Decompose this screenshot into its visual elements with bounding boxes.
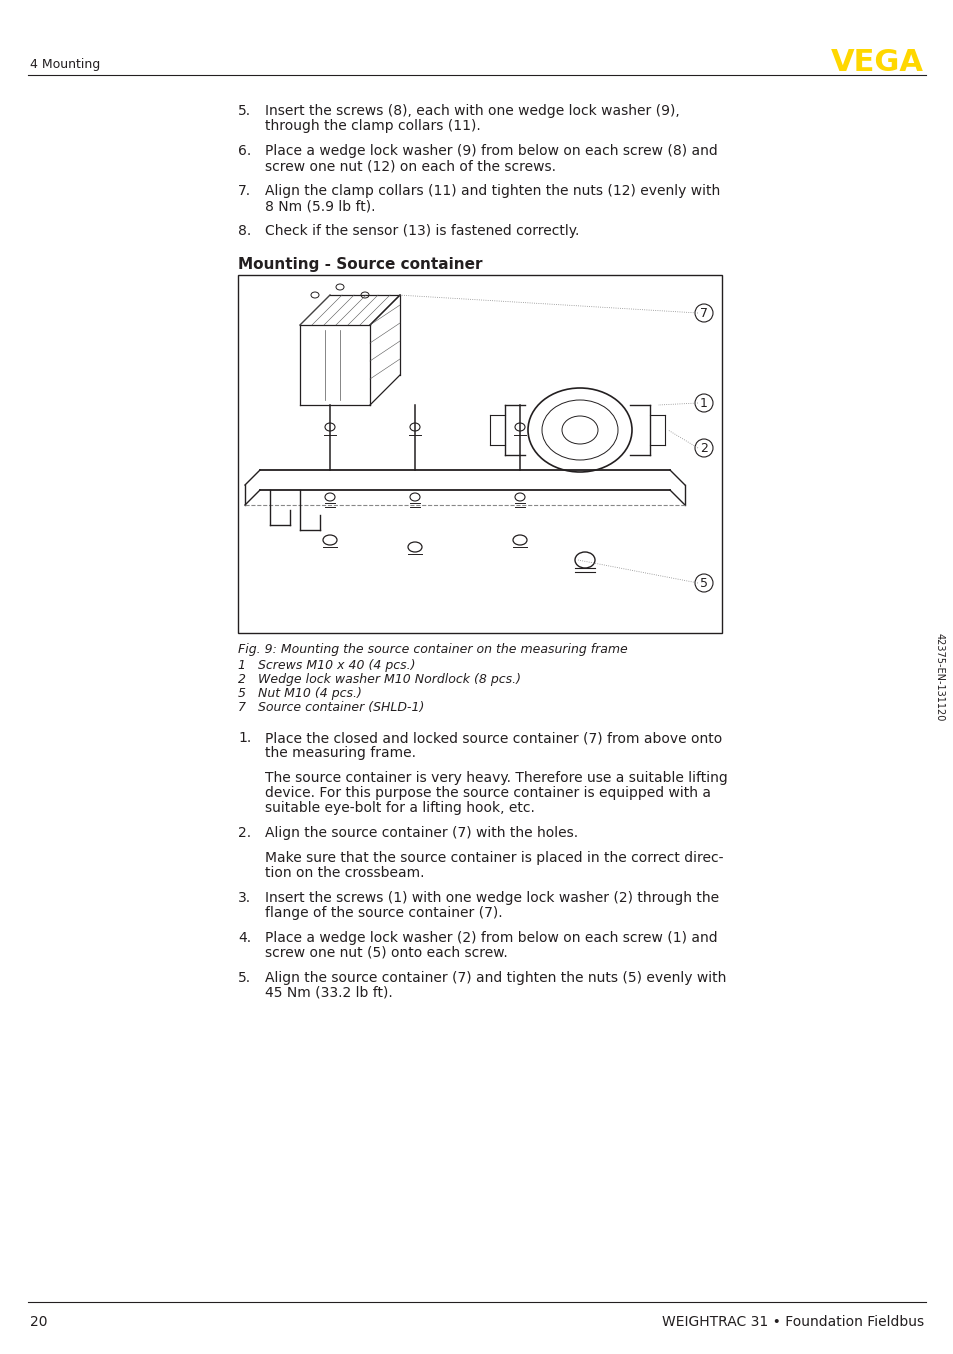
Ellipse shape [561, 416, 598, 444]
Text: 5.: 5. [237, 971, 251, 984]
Ellipse shape [527, 389, 631, 473]
Text: flange of the source container (7).: flange of the source container (7). [265, 906, 502, 919]
Ellipse shape [360, 292, 369, 298]
Text: Align the source container (7) and tighten the nuts (5) evenly with: Align the source container (7) and tight… [265, 971, 725, 984]
Text: 42375-EN-131120: 42375-EN-131120 [934, 632, 944, 722]
Text: Place the closed and locked source container (7) from above onto: Place the closed and locked source conta… [265, 731, 721, 745]
Ellipse shape [513, 535, 526, 546]
Text: 45 Nm (33.2 lb ft).: 45 Nm (33.2 lb ft). [265, 986, 393, 1001]
Text: 1.: 1. [237, 731, 251, 745]
Text: 6.: 6. [237, 144, 251, 158]
Text: 8.: 8. [237, 223, 251, 238]
Text: Mounting - Source container: Mounting - Source container [237, 257, 482, 272]
Text: 7: 7 [700, 307, 707, 320]
Ellipse shape [325, 422, 335, 431]
Text: 8 Nm (5.9 lb ft).: 8 Nm (5.9 lb ft). [265, 199, 375, 213]
Ellipse shape [408, 542, 421, 552]
Ellipse shape [335, 284, 344, 290]
Circle shape [695, 305, 712, 322]
Ellipse shape [323, 535, 336, 546]
Ellipse shape [410, 493, 419, 501]
Text: Make sure that the source container is placed in the correct direc-: Make sure that the source container is p… [265, 852, 722, 865]
Text: tion on the crossbeam.: tion on the crossbeam. [265, 867, 424, 880]
Text: Align the clamp collars (11) and tighten the nuts (12) evenly with: Align the clamp collars (11) and tighten… [265, 184, 720, 198]
Text: 2: 2 [700, 441, 707, 455]
Text: 5   Nut M10 (4 pcs.): 5 Nut M10 (4 pcs.) [237, 686, 361, 700]
Text: 5.: 5. [237, 104, 251, 118]
Ellipse shape [410, 422, 419, 431]
Text: The source container is very heavy. Therefore use a suitable lifting: The source container is very heavy. Ther… [265, 770, 727, 785]
Ellipse shape [311, 292, 318, 298]
Text: 4 Mounting: 4 Mounting [30, 58, 100, 70]
Text: screw one nut (12) on each of the screws.: screw one nut (12) on each of the screws… [265, 158, 556, 173]
Text: 2.: 2. [237, 826, 251, 839]
Ellipse shape [515, 493, 524, 501]
Text: suitable eye-bolt for a lifting hook, etc.: suitable eye-bolt for a lifting hook, et… [265, 802, 535, 815]
Text: VEGA: VEGA [830, 47, 923, 77]
Text: 5: 5 [700, 577, 707, 590]
Bar [237, 275, 721, 634]
Text: Align the source container (7) with the holes.: Align the source container (7) with the … [265, 826, 578, 839]
Ellipse shape [325, 493, 335, 501]
Ellipse shape [515, 422, 524, 431]
Text: Insert the screws (1) with one wedge lock washer (2) through the: Insert the screws (1) with one wedge loc… [265, 891, 719, 904]
Text: Insert the screws (8), each with one wedge lock washer (9),: Insert the screws (8), each with one wed… [265, 104, 679, 118]
Text: 20: 20 [30, 1315, 48, 1330]
Circle shape [695, 574, 712, 592]
Text: Place a wedge lock washer (2) from below on each screw (1) and: Place a wedge lock washer (2) from below… [265, 932, 717, 945]
Text: Place a wedge lock washer (9) from below on each screw (8) and: Place a wedge lock washer (9) from below… [265, 144, 717, 158]
Text: 1: 1 [700, 397, 707, 410]
Circle shape [695, 439, 712, 458]
Text: Fig. 9: Mounting the source container on the measuring frame: Fig. 9: Mounting the source container on… [237, 643, 627, 655]
Text: Check if the sensor (13) is fastened correctly.: Check if the sensor (13) is fastened cor… [265, 223, 578, 238]
Text: 7.: 7. [237, 184, 251, 198]
Text: 3.: 3. [237, 891, 251, 904]
Text: 2   Wedge lock washer M10 Nordlock (8 pcs.): 2 Wedge lock washer M10 Nordlock (8 pcs.… [237, 673, 520, 686]
Ellipse shape [575, 552, 595, 567]
Circle shape [695, 394, 712, 412]
Text: device. For this purpose the source container is equipped with a: device. For this purpose the source cont… [265, 787, 710, 800]
Text: 4.: 4. [237, 932, 251, 945]
Text: the measuring frame.: the measuring frame. [265, 746, 416, 760]
Text: 1   Screws M10 x 40 (4 pcs.): 1 Screws M10 x 40 (4 pcs.) [237, 659, 416, 672]
Text: through the clamp collars (11).: through the clamp collars (11). [265, 119, 480, 133]
Text: 7   Source container (SHLD-1): 7 Source container (SHLD-1) [237, 701, 424, 714]
Text: screw one nut (5) onto each screw.: screw one nut (5) onto each screw. [265, 946, 507, 960]
Ellipse shape [541, 399, 618, 460]
Text: WEIGHTRAC 31 • Foundation Fieldbus: WEIGHTRAC 31 • Foundation Fieldbus [661, 1315, 923, 1330]
